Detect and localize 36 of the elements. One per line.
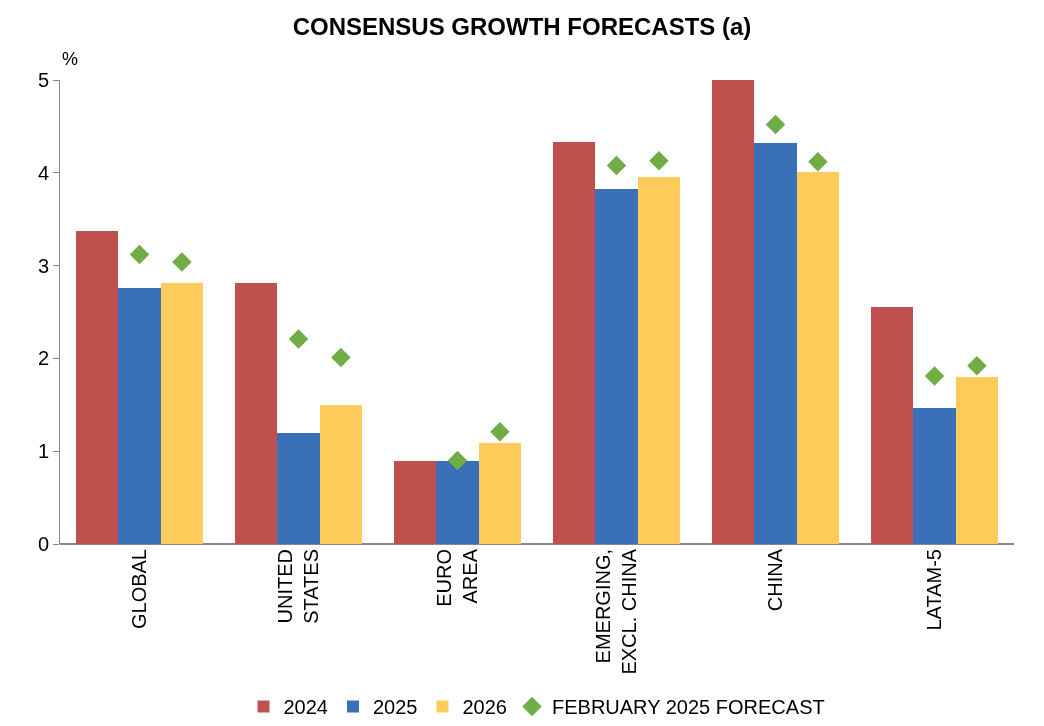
legend-label: 2025	[373, 696, 418, 719]
bar	[235, 283, 277, 544]
bar	[161, 283, 203, 544]
y-axis-title: %	[62, 49, 79, 69]
bar	[394, 461, 436, 544]
legend-label: 2024	[283, 696, 328, 719]
legend-label: 2026	[462, 696, 507, 719]
x-tick-label: UNITED STATES	[274, 549, 322, 624]
bar	[871, 307, 913, 544]
x-tick-label: EURO AREA	[433, 548, 481, 607]
bar	[76, 231, 118, 544]
y-tick-label: 3	[37, 254, 49, 277]
bar	[553, 142, 595, 544]
chart-title: CONSENSUS GROWTH FORECASTS (a)	[292, 12, 752, 40]
y-tick-label: 1	[37, 440, 49, 463]
bar	[277, 433, 320, 544]
x-tick-label: EMERGING, EXCL. CHINA	[592, 548, 640, 675]
y-tick-label: 0	[37, 533, 49, 555]
bar	[320, 405, 362, 544]
bar	[797, 172, 839, 544]
bar	[754, 143, 797, 544]
y-tick-label: 2	[37, 347, 49, 370]
bar	[638, 177, 680, 544]
bar	[479, 443, 521, 544]
bar	[913, 408, 956, 544]
legend-label: FEBRUARY 2025 FORECAST	[552, 696, 825, 719]
bar	[436, 461, 479, 544]
bar	[712, 80, 754, 544]
y-tick-label: 4	[37, 161, 49, 184]
bar	[956, 377, 998, 544]
x-tick-label: GLOBAL	[128, 549, 150, 630]
y-tick-label: 5	[37, 69, 49, 91]
bar	[595, 189, 638, 544]
x-tick-label: CHINA	[764, 548, 786, 612]
x-tick-label: LATAM-5	[923, 549, 945, 631]
bar	[118, 288, 161, 544]
